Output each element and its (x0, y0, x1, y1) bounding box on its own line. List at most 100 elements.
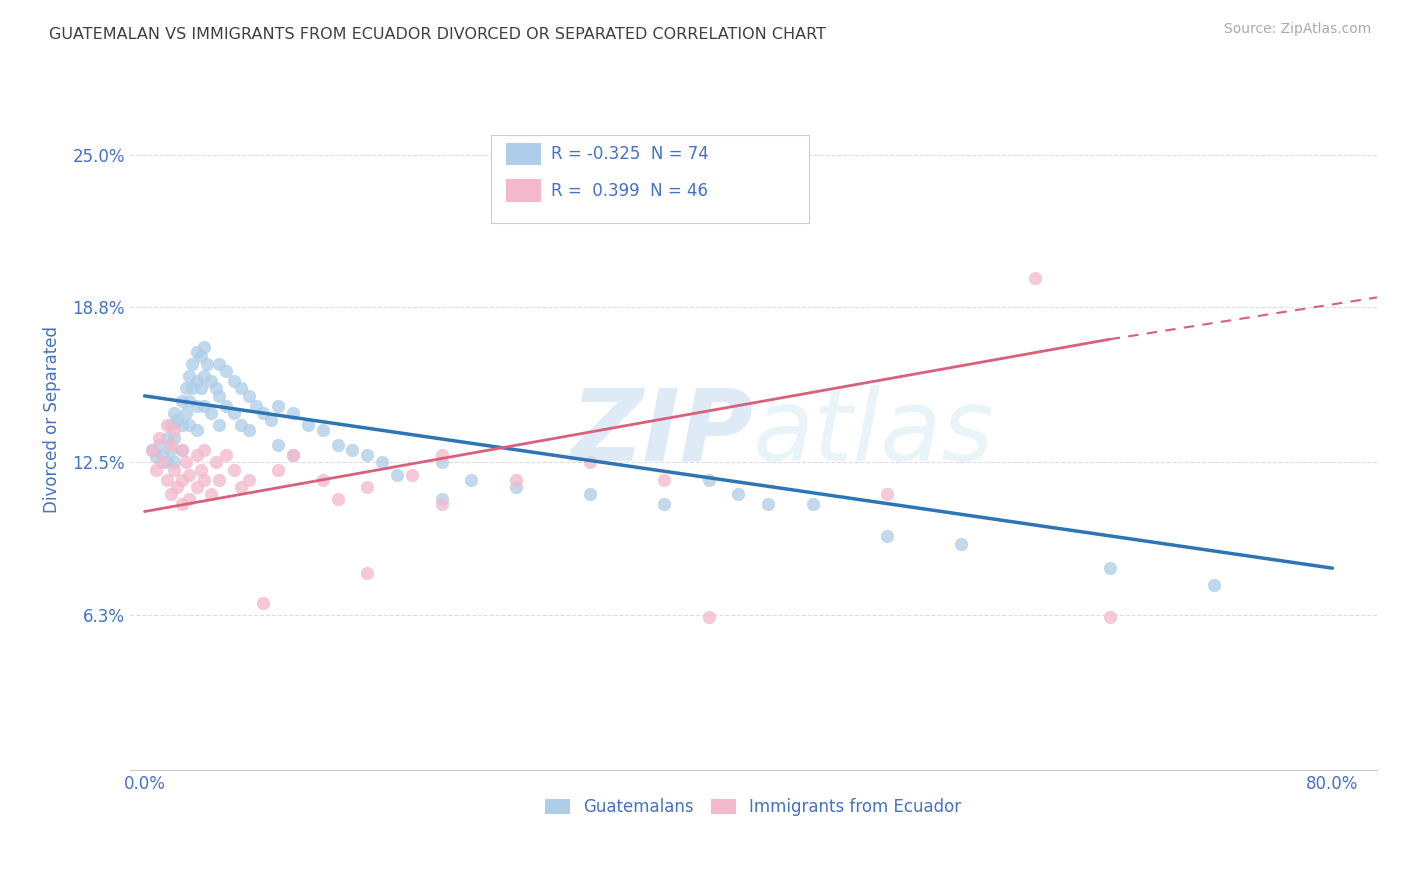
Point (170, 393, 193, 408)
Point (245, 399, 267, 413)
Point (205, 455, 228, 469)
Point (460, 473, 482, 487)
Point (181, 382, 204, 396)
Point (401, 467, 423, 482)
Point (208, 473, 231, 487)
Point (163, 463, 186, 477)
Point (1098, 610, 1121, 624)
Point (876, 487, 898, 501)
Point (756, 497, 779, 511)
Point (222, 463, 245, 477)
Point (876, 529, 898, 543)
Point (801, 497, 824, 511)
Point (238, 423, 260, 437)
Point (326, 438, 349, 452)
Point (200, 406, 222, 420)
Point (238, 473, 260, 487)
Point (1202, 578, 1225, 592)
Point (156, 455, 179, 469)
Point (281, 448, 304, 462)
Point (174, 382, 197, 396)
Text: R =  0.399  N = 46: R = 0.399 N = 46 (551, 182, 709, 200)
Point (652, 473, 675, 487)
Point (190, 463, 212, 477)
Text: atlas: atlas (754, 384, 995, 482)
Point (697, 610, 720, 624)
Point (163, 431, 186, 445)
Point (163, 423, 186, 437)
FancyBboxPatch shape (506, 143, 541, 165)
Point (208, 418, 231, 433)
Point (163, 455, 186, 469)
Point (267, 399, 290, 413)
Point (160, 438, 183, 452)
Point (229, 418, 252, 433)
Point (160, 418, 183, 433)
Point (312, 473, 335, 487)
Point (186, 344, 208, 359)
Point (150, 448, 173, 462)
Point (174, 406, 197, 420)
Point (193, 473, 215, 487)
Point (229, 480, 252, 494)
Point (356, 566, 378, 580)
Point (281, 406, 304, 420)
Point (371, 455, 394, 469)
Point (205, 382, 228, 396)
Point (186, 480, 208, 494)
Point (326, 492, 349, 507)
Point (170, 497, 193, 511)
Point (186, 448, 208, 462)
Legend: Guatemalans, Immigrants from Ecuador: Guatemalans, Immigrants from Ecuador (537, 790, 970, 825)
Point (179, 492, 201, 507)
Point (170, 443, 193, 458)
Point (430, 492, 453, 507)
Point (193, 399, 215, 413)
Point (193, 369, 215, 384)
Point (163, 406, 186, 420)
Point (179, 369, 201, 384)
Point (166, 413, 188, 427)
Point (727, 487, 749, 501)
Point (141, 443, 163, 458)
Point (148, 438, 170, 452)
Point (252, 406, 274, 420)
Point (215, 448, 238, 462)
Point (252, 596, 274, 610)
Point (156, 418, 179, 433)
Text: Source: ZipAtlas.com: Source: ZipAtlas.com (1223, 22, 1371, 37)
Point (160, 487, 183, 501)
Point (193, 443, 215, 458)
Point (193, 340, 215, 354)
Point (430, 455, 453, 469)
Point (579, 487, 602, 501)
Point (281, 448, 304, 462)
Text: R = -0.325  N = 74: R = -0.325 N = 74 (551, 145, 709, 163)
Point (160, 443, 183, 458)
Point (267, 463, 290, 477)
Point (267, 438, 290, 452)
Point (215, 364, 238, 378)
Point (430, 497, 453, 511)
Point (179, 393, 201, 408)
Point (505, 473, 527, 487)
Point (179, 467, 201, 482)
FancyBboxPatch shape (492, 136, 810, 223)
Point (195, 357, 218, 371)
Point (215, 399, 238, 413)
Point (145, 450, 167, 465)
Point (174, 455, 197, 469)
Y-axis label: Divorced or Separated: Divorced or Separated (44, 326, 60, 513)
Point (222, 374, 245, 388)
Point (208, 357, 231, 371)
Point (385, 467, 408, 482)
Point (950, 536, 973, 550)
Point (156, 473, 179, 487)
Text: GUATEMALAN VS IMMIGRANTS FROM ECUADOR DIVORCED OR SEPARATED CORRELATION CHART: GUATEMALAN VS IMMIGRANTS FROM ECUADOR DI… (49, 27, 827, 42)
Point (200, 487, 222, 501)
Point (229, 382, 252, 396)
Point (1024, 270, 1046, 285)
Point (222, 406, 245, 420)
Point (697, 473, 720, 487)
Point (186, 399, 208, 413)
